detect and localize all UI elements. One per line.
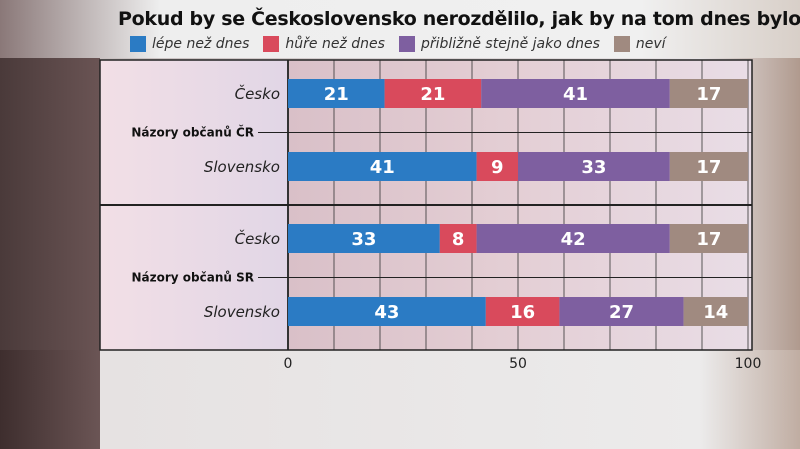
bar-segment	[288, 79, 385, 108]
data-label: 21	[420, 84, 445, 105]
data-label: 17	[696, 229, 721, 250]
footer-background	[0, 350, 800, 449]
bar-segment	[683, 297, 748, 326]
data-label: 42	[561, 229, 586, 250]
data-label: 8	[452, 229, 465, 250]
legend-item: lépe než dnes	[130, 36, 249, 52]
legend-item: neví	[613, 36, 666, 52]
bar-segment	[288, 224, 440, 253]
data-label: 27	[609, 302, 634, 323]
data-label: 17	[696, 84, 721, 105]
data-label: 33	[581, 157, 606, 178]
chart-title: Pokud by se Československo nerozdělilo, …	[118, 8, 800, 30]
bar-segment	[669, 152, 748, 181]
category-label: Slovensko	[204, 158, 280, 176]
bar-segment	[476, 224, 670, 253]
legend-item: hůře než dnes	[263, 36, 385, 52]
bar-segment	[485, 297, 560, 326]
bar-segment	[669, 79, 748, 108]
legend-swatch	[613, 36, 630, 52]
bar-segment	[384, 79, 482, 108]
bar-segment	[476, 152, 518, 181]
legend-label: hůře než dnes	[285, 36, 385, 52]
x-tick-label: 0	[284, 356, 293, 372]
data-label: 41	[563, 84, 588, 105]
legend-item: přibližně stejně jako dnes	[398, 36, 600, 52]
category-label: Česko	[235, 84, 280, 103]
bar-segment	[669, 224, 748, 253]
x-tick-label: 50	[509, 356, 527, 372]
data-label: 41	[370, 157, 395, 178]
category-label: Česko	[235, 229, 280, 248]
legend-swatch	[398, 36, 415, 52]
data-label: 14	[703, 302, 728, 323]
legend-swatch	[263, 36, 280, 52]
legend-label: neví	[635, 36, 666, 52]
data-label: 9	[491, 157, 504, 178]
bar-segment	[559, 297, 684, 326]
x-tick-label: 100	[735, 356, 762, 372]
data-label: 43	[374, 302, 399, 323]
data-label: 17	[696, 157, 721, 178]
bar-segment	[439, 224, 477, 253]
legend-label: lépe než dnes	[152, 36, 250, 52]
bar-segment	[481, 79, 670, 108]
bar-segment	[518, 152, 670, 181]
bar-segment	[288, 297, 486, 326]
group-label: Názory občanů ČR	[131, 125, 254, 140]
data-label: 16	[510, 302, 535, 323]
category-label: Slovensko	[204, 303, 280, 321]
group-label: Názory občanů SR	[132, 271, 254, 285]
legend: lépe než dnes hůře než dnes přibližně stej…	[130, 36, 666, 52]
data-label: 21	[324, 84, 349, 105]
legend-label: přibližně stejně jako dnes	[420, 36, 600, 52]
bar-segment	[288, 152, 477, 181]
data-label: 33	[351, 229, 376, 250]
legend-swatch	[130, 36, 146, 52]
